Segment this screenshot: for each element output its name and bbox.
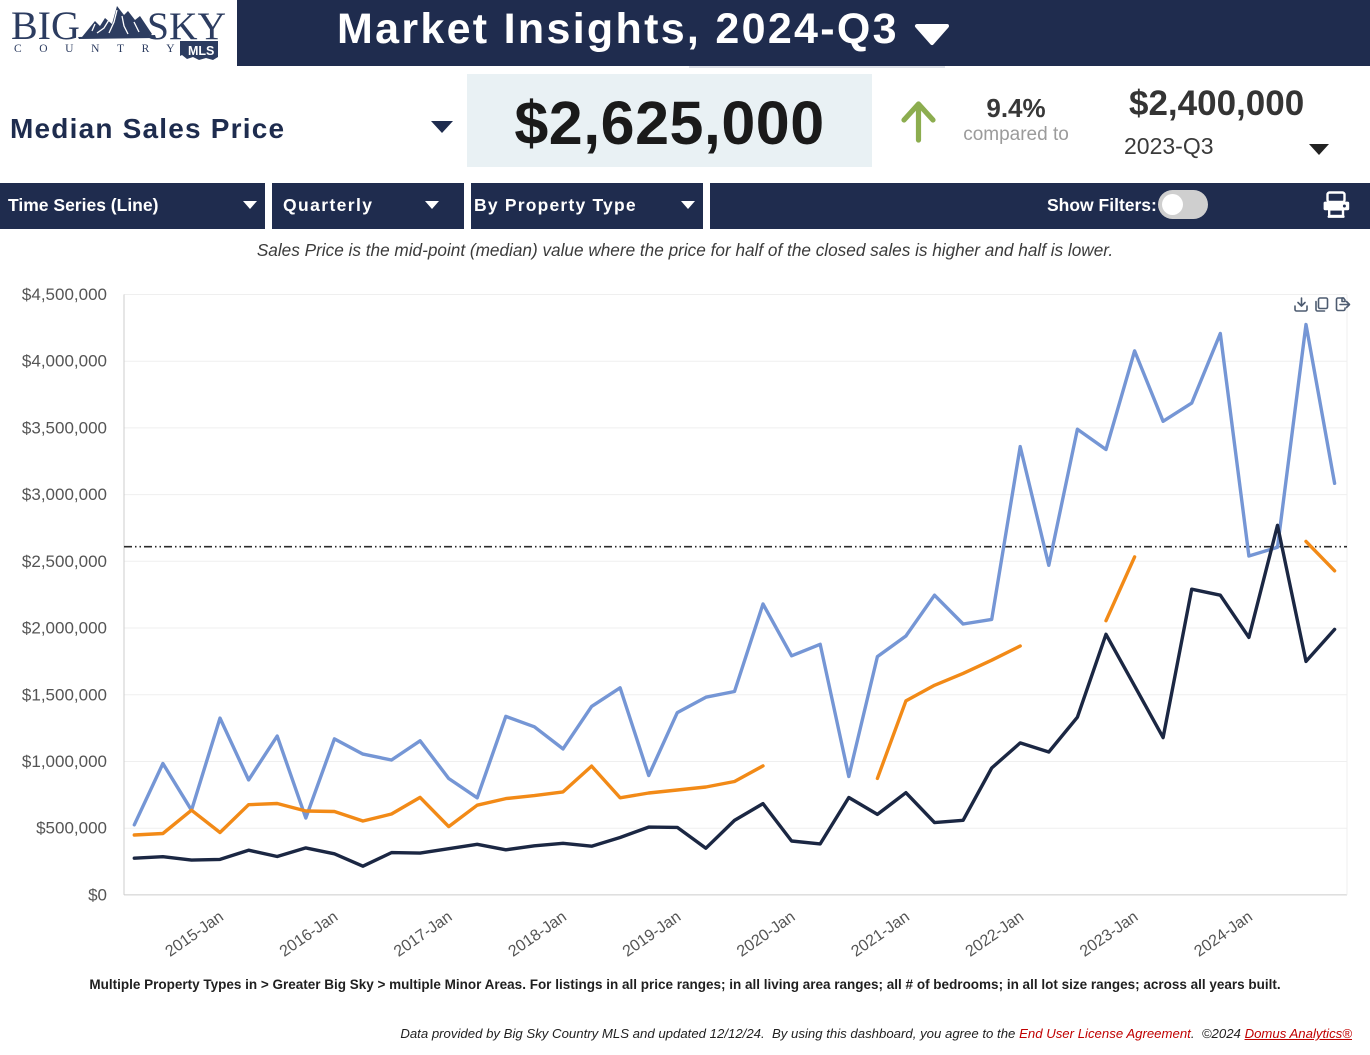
svg-text:$4,500,000: $4,500,000 xyxy=(22,285,107,304)
svg-text:$2,000,000: $2,000,000 xyxy=(22,619,107,638)
svg-text:2019-Jan: 2019-Jan xyxy=(620,908,684,960)
svg-text:2016-Jan: 2016-Jan xyxy=(277,908,341,960)
svg-text:2017-Jan: 2017-Jan xyxy=(391,908,455,960)
svg-text:2024-Jan: 2024-Jan xyxy=(1191,908,1255,960)
svg-text:SKY: SKY xyxy=(147,4,226,48)
svg-text:2023-Jan: 2023-Jan xyxy=(1077,908,1141,960)
svg-text:$500,000: $500,000 xyxy=(36,819,107,838)
svg-text:BIG: BIG xyxy=(11,3,80,48)
svg-text:$3,500,000: $3,500,000 xyxy=(22,418,107,437)
svg-text:$1,000,000: $1,000,000 xyxy=(22,752,107,771)
svg-text:2022-Jan: 2022-Jan xyxy=(963,908,1027,960)
svg-text:2021-Jan: 2021-Jan xyxy=(848,908,912,960)
svg-text:$4,000,000: $4,000,000 xyxy=(22,352,107,371)
svg-text:$3,000,000: $3,000,000 xyxy=(22,485,107,504)
svg-text:$2,500,000: $2,500,000 xyxy=(22,552,107,571)
svg-text:$1,500,000: $1,500,000 xyxy=(22,685,107,704)
svg-text:2018-Jan: 2018-Jan xyxy=(505,908,569,960)
svg-text:2020-Jan: 2020-Jan xyxy=(734,908,798,960)
svg-text:$0: $0 xyxy=(88,885,107,904)
svg-text:2015-Jan: 2015-Jan xyxy=(162,908,226,960)
svg-text:MLS: MLS xyxy=(188,44,214,58)
svg-text:COUNTRY: COUNTRY xyxy=(14,43,192,55)
